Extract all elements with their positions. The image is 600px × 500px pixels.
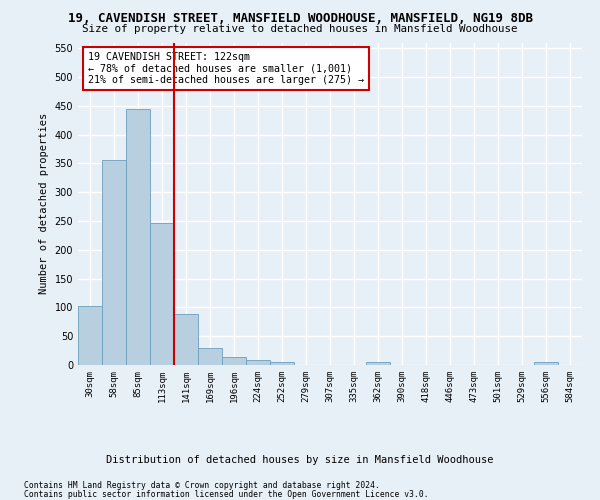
Bar bbox=[102, 160, 126, 365]
Bar bbox=[198, 348, 222, 365]
Bar bbox=[174, 314, 198, 365]
Bar bbox=[222, 357, 246, 365]
Bar bbox=[126, 108, 150, 365]
Text: Distribution of detached houses by size in Mansfield Woodhouse: Distribution of detached houses by size … bbox=[106, 455, 494, 465]
Text: Size of property relative to detached houses in Mansfield Woodhouse: Size of property relative to detached ho… bbox=[82, 24, 518, 34]
Bar bbox=[246, 360, 270, 365]
Bar bbox=[78, 306, 102, 365]
Text: 19 CAVENDISH STREET: 122sqm
← 78% of detached houses are smaller (1,001)
21% of : 19 CAVENDISH STREET: 122sqm ← 78% of det… bbox=[88, 52, 364, 86]
Text: Contains HM Land Registry data © Crown copyright and database right 2024.: Contains HM Land Registry data © Crown c… bbox=[24, 481, 380, 490]
Text: 19, CAVENDISH STREET, MANSFIELD WOODHOUSE, MANSFIELD, NG19 8DB: 19, CAVENDISH STREET, MANSFIELD WOODHOUS… bbox=[67, 12, 533, 26]
Text: Contains public sector information licensed under the Open Government Licence v3: Contains public sector information licen… bbox=[24, 490, 428, 499]
Bar bbox=[150, 224, 174, 365]
Bar bbox=[270, 362, 294, 365]
Bar bbox=[366, 362, 390, 365]
Bar bbox=[534, 362, 558, 365]
Y-axis label: Number of detached properties: Number of detached properties bbox=[39, 113, 49, 294]
